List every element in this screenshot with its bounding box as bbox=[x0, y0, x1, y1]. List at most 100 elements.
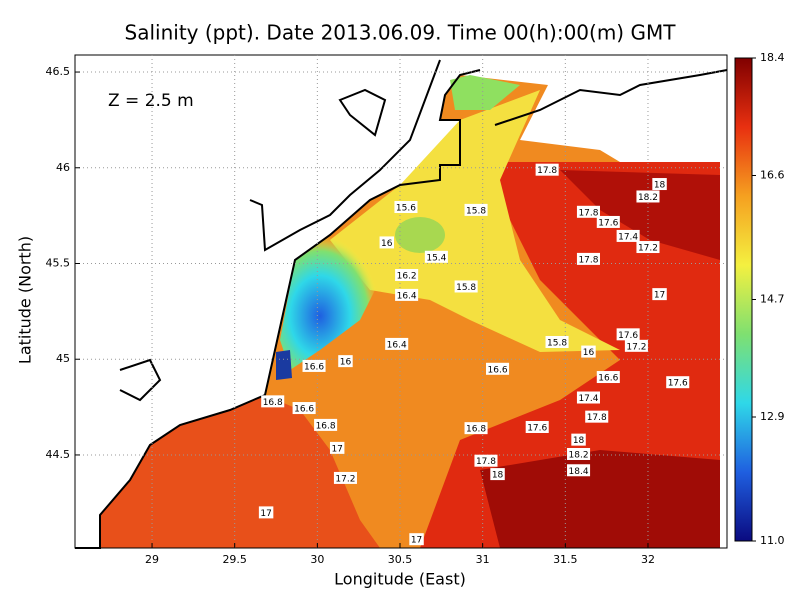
contour-label-box bbox=[535, 163, 559, 176]
contour-label-box bbox=[379, 236, 395, 249]
contour-label: 16.4 bbox=[395, 288, 419, 301]
contour-label-text: 17.8 bbox=[476, 457, 496, 467]
contour-label: 18 bbox=[652, 178, 667, 191]
contour-label: 17.2 bbox=[624, 339, 648, 352]
colorbar-tick-label: 18.4 bbox=[760, 51, 785, 64]
contour-label-box bbox=[576, 252, 600, 265]
contour-label-text: 17 bbox=[654, 291, 665, 301]
chart-title: Salinity (ppt). Date 2013.06.09. Time 00… bbox=[125, 21, 677, 45]
contour-label-box bbox=[464, 422, 488, 435]
contour-label: 17.8 bbox=[576, 205, 600, 218]
colorbar-tick-label: 11.0 bbox=[760, 534, 785, 547]
depth-annotation: Z = 2.5 m bbox=[108, 91, 194, 111]
contour-label-text: 16.6 bbox=[304, 362, 324, 372]
contour-label-box bbox=[567, 464, 591, 477]
salinity-field bbox=[100, 75, 720, 548]
x-tick-label: 30 bbox=[310, 553, 324, 566]
contour-label-text: 17.6 bbox=[527, 423, 547, 433]
contour-label-box bbox=[585, 410, 609, 423]
contour-label-box bbox=[454, 280, 478, 293]
y-tick-label: 45 bbox=[56, 352, 70, 365]
x-tick-label: 29.5 bbox=[222, 553, 247, 566]
contour-label: 16.4 bbox=[385, 337, 409, 350]
contour-label-text: 17.6 bbox=[618, 331, 638, 341]
contour-label-box bbox=[616, 328, 640, 341]
contour-label-text: 16.6 bbox=[598, 374, 618, 384]
contour-label-box bbox=[302, 359, 326, 372]
contour-label: 17.6 bbox=[666, 376, 690, 389]
contour-label-box bbox=[394, 201, 418, 214]
contour-label: 16 bbox=[379, 236, 395, 249]
contour-label-text: 16.6 bbox=[488, 365, 508, 375]
contour-label-text: 15.4 bbox=[426, 253, 446, 263]
contour-label-box bbox=[636, 241, 660, 254]
colorbar-tick-label: 14.7 bbox=[760, 293, 785, 306]
contour-label-text: 18 bbox=[573, 436, 585, 446]
contour-label-text: 16.8 bbox=[263, 398, 283, 408]
contour-label: 17.4 bbox=[576, 391, 600, 404]
contour-label: 16.2 bbox=[395, 268, 419, 281]
contour-label-box bbox=[636, 190, 660, 203]
coastline bbox=[75, 59, 728, 549]
contour-label-box bbox=[624, 339, 648, 352]
contour-label-box bbox=[338, 355, 353, 368]
contour-label-box bbox=[545, 335, 569, 348]
contour-label-box bbox=[596, 371, 620, 384]
contour-label-text: 16 bbox=[583, 348, 595, 358]
contour-label-box bbox=[395, 268, 419, 281]
contour-label-box bbox=[424, 250, 448, 263]
contour-label-box bbox=[333, 471, 357, 484]
contour-label-text: 16.8 bbox=[466, 425, 486, 435]
contour-label: 17.6 bbox=[525, 420, 549, 433]
contour-label-box bbox=[395, 288, 419, 301]
contour-label-box bbox=[616, 229, 640, 242]
contour-label: 18.2 bbox=[567, 447, 591, 460]
contour-label: 17.6 bbox=[616, 328, 640, 341]
contour-label-text: 17.4 bbox=[618, 232, 638, 242]
contour-label-box bbox=[409, 533, 424, 546]
contour-label-box bbox=[261, 395, 285, 408]
contour-label-text: 16.4 bbox=[397, 291, 417, 301]
contour-label-box bbox=[314, 418, 338, 431]
contour-label: 17 bbox=[652, 288, 667, 301]
contour-label: 16.6 bbox=[486, 362, 510, 375]
contour-label-text: 16.2 bbox=[397, 271, 417, 281]
colorbar-tick-label: 16.6 bbox=[760, 168, 785, 181]
contour-label-text: 17 bbox=[260, 509, 271, 519]
contour-label: 18.4 bbox=[567, 464, 591, 477]
contour-label: 17.8 bbox=[585, 410, 609, 423]
contour-label: 16.8 bbox=[261, 395, 285, 408]
contour-label-box bbox=[258, 506, 274, 519]
contour-label: 15.6 bbox=[394, 201, 418, 214]
contour-label: 18.2 bbox=[636, 190, 660, 203]
contour-label: 17.2 bbox=[333, 471, 357, 484]
x-tick-label: 32 bbox=[641, 553, 655, 566]
contour-label: 17.4 bbox=[616, 229, 640, 242]
plot-frame bbox=[74, 54, 728, 549]
contour-label: 16.8 bbox=[464, 422, 488, 435]
contour-label-text: 18.2 bbox=[569, 450, 589, 460]
x-tick-label: 29 bbox=[145, 553, 159, 566]
colorbar bbox=[734, 57, 753, 542]
colorbar-tick-label: 12.9 bbox=[760, 410, 785, 423]
contour-label: 16 bbox=[338, 355, 353, 368]
contour-label-text: 18 bbox=[654, 181, 666, 191]
contour-label: 16.6 bbox=[596, 371, 620, 384]
contour-label-box bbox=[490, 468, 505, 481]
contour-label: 17.2 bbox=[636, 241, 660, 254]
contour-label-text: 15.6 bbox=[396, 204, 416, 214]
contour-label: 17 bbox=[258, 506, 274, 519]
contour-label: 17.6 bbox=[596, 215, 620, 228]
contour-label-text: 17.2 bbox=[626, 342, 646, 352]
y-tick-label: 46.5 bbox=[46, 65, 71, 78]
contour-label-text: 16.8 bbox=[316, 421, 336, 431]
contour-label-text: 18.4 bbox=[569, 467, 589, 477]
contour-label-box bbox=[576, 205, 600, 218]
contour-label-text: 16 bbox=[381, 239, 393, 249]
contour-label-text: 17.6 bbox=[598, 218, 618, 228]
contour-label-box bbox=[576, 391, 600, 404]
contour-label: 17.8 bbox=[474, 454, 498, 467]
contour-label-text: 17.8 bbox=[578, 255, 598, 265]
contour-label: 15.8 bbox=[545, 335, 569, 348]
contour-label: 16.6 bbox=[292, 402, 316, 415]
